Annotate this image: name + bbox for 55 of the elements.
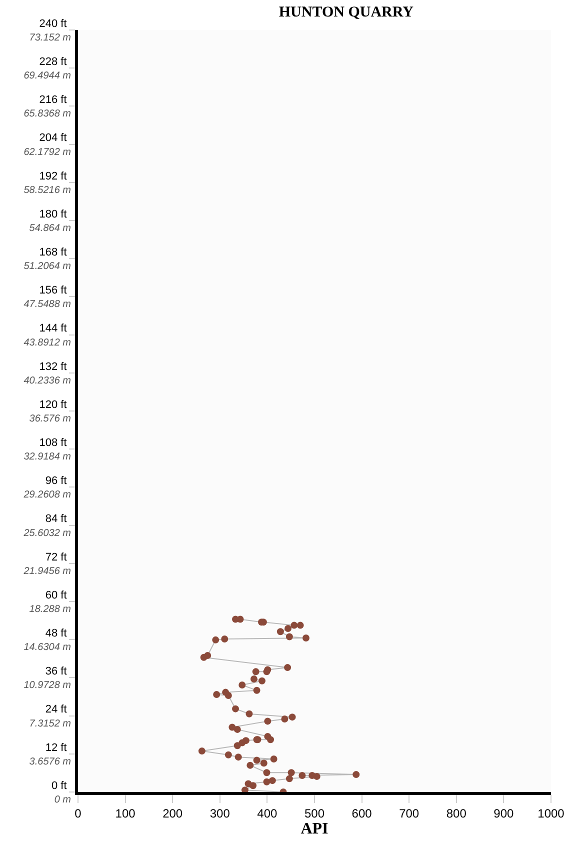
x-axis-title: API (300, 820, 328, 838)
y-tick-label: 180 ft (39, 208, 67, 220)
y-tick-label: 24 ft (45, 704, 67, 716)
y2-tick-label: 43.8912 m (24, 337, 71, 348)
x-tick-label: 100 (115, 806, 136, 820)
y-tick-label: 0 ft (52, 780, 67, 792)
y-tick-label: 156 ft (39, 284, 67, 297)
y2-tick-label: 18.288 m (29, 604, 71, 615)
x-tick-label: 400 (257, 806, 278, 820)
y2-tick-label: 25.6032 m (22, 528, 71, 539)
y2-tick-label: 32.9184 m (24, 452, 71, 463)
y2-tick-label: 58.5216 m (24, 184, 71, 196)
y-tick-label: 132 ft (39, 360, 67, 373)
y2-tick-label: 21.9456 m (22, 566, 71, 577)
y2-tick-label: 0 m (54, 794, 71, 806)
x-tick-label: 700 (399, 806, 420, 820)
y-tick-label: 120 ft (39, 398, 67, 411)
y-tick-label: 216 ft (39, 94, 67, 106)
x-tick-label: 300 (210, 806, 230, 820)
chart-title: HUNTON QUARRY (278, 4, 414, 20)
y2-tick-label: 40.2336 m (24, 375, 71, 386)
x-tick-label: 500 (304, 806, 325, 820)
y-tick-label: 204 ft (39, 132, 67, 144)
y2-tick-label: 7.3152 m (29, 718, 71, 730)
y2-tick-label: 69.4944 m (24, 70, 71, 82)
x-tick-label: 1000 (538, 806, 565, 820)
x-tick-label: 200 (162, 806, 183, 820)
y2-tick-label: 29.2608 m (22, 490, 71, 501)
y2-tick-label: 3.6576 m (29, 756, 71, 768)
y-tick-label: 84 ft (45, 513, 67, 526)
y-tick-label: 108 ft (39, 436, 67, 449)
y-tick-label: 36 ft (45, 666, 67, 678)
y-tick-label: 96 ft (45, 475, 67, 488)
y-tick-label: 192 ft (39, 170, 67, 182)
y2-tick-label: 36.576 m (29, 414, 71, 424)
x-tick-label: 800 (446, 806, 467, 820)
y2-tick-label: 47.5488 m (24, 299, 71, 310)
y2-tick-label: 10.9728 m (24, 680, 71, 692)
y-tick-label: 228 ft (39, 56, 67, 68)
y2-tick-label: 73.152 m (29, 32, 71, 44)
y-tick-label: 144 ft (39, 322, 67, 335)
y-tick-label: 60 ft (45, 589, 67, 602)
x-tick-label: 0 (74, 806, 82, 820)
x-tick-label: 900 (494, 806, 514, 820)
y-tick-label: 48 ft (45, 627, 67, 640)
y2-tick-label: 62.1792 m (24, 146, 71, 158)
y2-tick-label: 14.6304 m (24, 642, 71, 654)
x-tick-label: 600 (352, 806, 372, 820)
y2-tick-label: 54.864 m (29, 223, 71, 234)
y2-tick-label: 51.2064 m (24, 261, 71, 272)
y-tick-label: 12 ft (45, 742, 67, 754)
y-tick-label: 72 ft (45, 551, 67, 564)
y2-tick-label: 65.8368 m (24, 108, 71, 120)
y-tick-label: 168 ft (39, 246, 67, 258)
y-tick-label: 240 ft (39, 18, 67, 30)
